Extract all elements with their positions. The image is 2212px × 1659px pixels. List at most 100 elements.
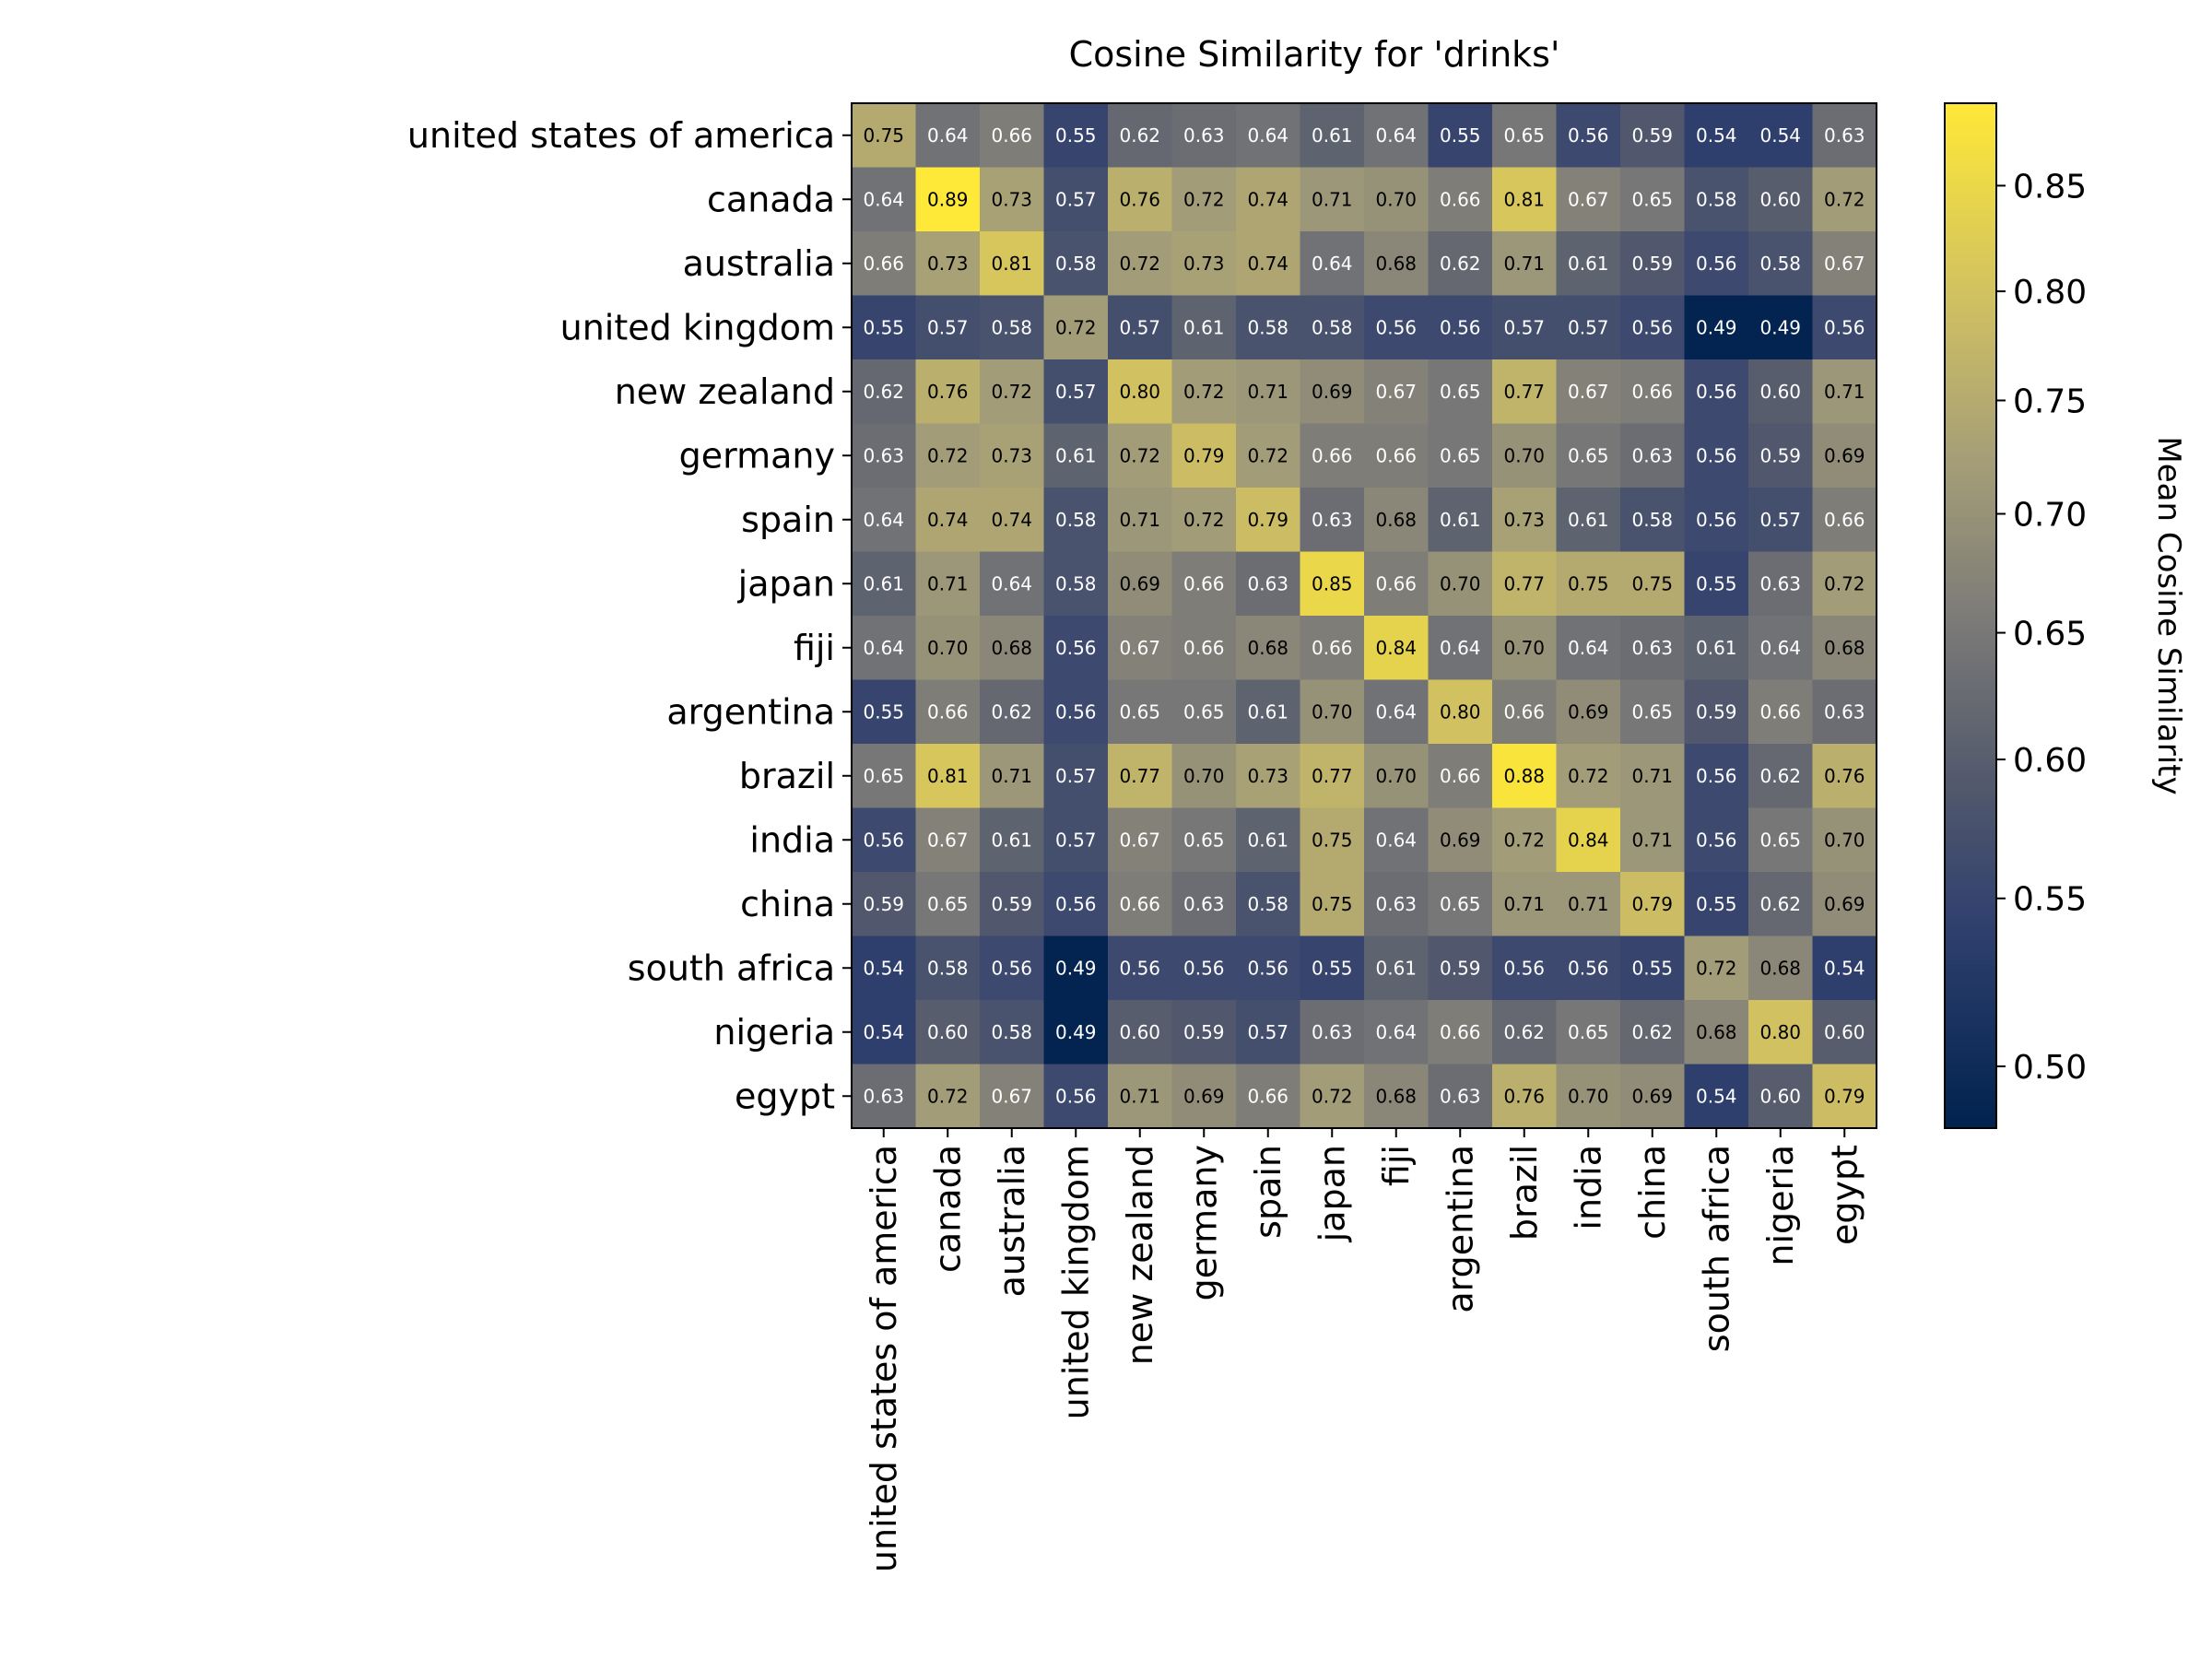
colorbar-segment xyxy=(1945,494,1996,500)
heatmap-cell-label: 0.56 xyxy=(1696,509,1737,531)
colorbar-segment xyxy=(1945,802,1996,808)
colorbar-segment xyxy=(1945,276,1996,282)
colorbar-segment xyxy=(1945,913,1996,920)
heatmap-cell-label: 0.64 xyxy=(1759,637,1801,659)
heatmap-cell xyxy=(1300,551,1365,617)
colorbar-segment xyxy=(1945,1095,1996,1101)
heatmap-cell xyxy=(1043,167,1109,232)
heatmap-cell-label: 0.65 xyxy=(1440,893,1481,915)
colorbar-segment xyxy=(1945,806,1996,813)
heatmap-cell-label: 0.63 xyxy=(1312,509,1353,531)
colorbar-segment xyxy=(1945,489,1996,496)
heatmap-cell xyxy=(1812,744,1877,809)
heatmap-cell-label: 0.63 xyxy=(1631,637,1673,659)
heatmap-cell xyxy=(1364,488,1430,553)
heatmap-cell xyxy=(852,231,917,297)
heatmap-cell-label: 0.63 xyxy=(1759,572,1801,594)
heatmap-cell-label: 0.66 xyxy=(1440,188,1481,210)
colorbar-segment xyxy=(1945,261,1996,267)
heatmap-cell xyxy=(1556,744,1621,809)
heatmap-cell-label: 0.72 xyxy=(991,381,1032,403)
heatmap-cell-label: 0.60 xyxy=(1759,1085,1801,1107)
heatmap-cell-label: 0.60 xyxy=(1824,1021,1865,1043)
heatmap-cell xyxy=(1556,167,1621,232)
heatmap-cell xyxy=(1236,1000,1301,1065)
colorbar-segment xyxy=(1945,345,1996,351)
colorbar-segment xyxy=(1945,550,1996,557)
heatmap-cell-label: 0.61 xyxy=(1055,444,1097,466)
heatmap-cell xyxy=(1171,1000,1237,1065)
colorbar-segment xyxy=(1945,159,1996,165)
heatmap-cell-label: 0.72 xyxy=(1312,1085,1353,1107)
heatmap-cell xyxy=(1428,359,1493,425)
heatmap-cell-label: 0.65 xyxy=(1440,381,1481,403)
colorbar-segment xyxy=(1945,546,1996,552)
heatmap-cell-label: 0.56 xyxy=(1055,1085,1097,1107)
heatmap-cell xyxy=(1364,423,1430,488)
heatmap-cell xyxy=(1428,423,1493,488)
heatmap-cell-label: 0.73 xyxy=(991,444,1032,466)
colorbar-segment xyxy=(1945,522,1996,528)
colorbar-segment xyxy=(1945,154,1996,160)
colorbar-segment xyxy=(1945,163,1996,170)
heatmap-cell xyxy=(1171,359,1237,425)
heatmap-cell-label: 0.71 xyxy=(1312,188,1353,210)
colorbar-segment xyxy=(1945,503,1996,510)
heatmap-cell-label: 0.57 xyxy=(1568,316,1609,338)
heatmap-cell-label: 0.81 xyxy=(1503,188,1545,210)
heatmap-cell xyxy=(1171,231,1237,297)
heatmap-cell-label: 0.67 xyxy=(991,1085,1032,1107)
heatmap-cell xyxy=(1300,167,1365,232)
heatmap-cell-label: 0.69 xyxy=(1568,700,1609,723)
x-tick-label: nigeria xyxy=(1760,1145,1801,1266)
heatmap-cell-label: 0.62 xyxy=(1759,893,1801,915)
colorbar-segment xyxy=(1945,280,1996,287)
heatmap-cell xyxy=(1492,551,1558,617)
heatmap-cell xyxy=(1428,744,1493,809)
heatmap-cell xyxy=(1748,231,1814,297)
heatmap-cell-label: 0.57 xyxy=(1503,316,1545,338)
colorbar-segment xyxy=(1945,881,1996,888)
heatmap-cell xyxy=(1556,679,1621,745)
heatmap-cell-label: 0.61 xyxy=(1440,509,1481,531)
heatmap-cell xyxy=(852,807,917,873)
heatmap-cell xyxy=(1236,359,1301,425)
heatmap-cell xyxy=(1428,872,1493,937)
heatmap-cell xyxy=(1556,616,1621,681)
colorbar-segment xyxy=(1945,387,1996,394)
colorbar-segment xyxy=(1945,872,1996,878)
heatmap-cell xyxy=(1171,1064,1237,1129)
heatmap-cell-label: 0.70 xyxy=(1824,829,1865,851)
heatmap-cell xyxy=(1684,935,1749,1001)
heatmap-cell xyxy=(1300,488,1365,553)
heatmap-cell xyxy=(980,231,1045,297)
heatmap-cell-label: 0.72 xyxy=(1247,444,1288,466)
heatmap-cell xyxy=(1492,935,1558,1001)
heatmap-cell-label: 0.66 xyxy=(927,700,969,723)
heatmap-cell xyxy=(1300,1064,1365,1129)
heatmap-cell-label: 0.63 xyxy=(1375,893,1417,915)
heatmap-cell xyxy=(980,295,1045,360)
heatmap-cell xyxy=(1620,935,1686,1001)
heatmap-cell-label: 0.58 xyxy=(991,316,1032,338)
colorbar-segment xyxy=(1945,974,1996,981)
heatmap-cell-label: 0.56 xyxy=(1119,957,1160,979)
heatmap-cell-label: 0.66 xyxy=(1759,700,1801,723)
heatmap-cell-label: 0.70 xyxy=(1375,188,1417,210)
heatmap-cell xyxy=(980,679,1045,745)
heatmap-cell xyxy=(1236,616,1301,681)
colorbar-segment xyxy=(1945,782,1996,790)
colorbar-segment xyxy=(1945,578,1996,584)
colorbar-tick-label: 0.75 xyxy=(2013,382,2087,420)
colorbar-segment xyxy=(1945,317,1996,324)
heatmap-cell-label: 0.69 xyxy=(1824,444,1865,466)
heatmap-cell-label: 0.58 xyxy=(1055,509,1097,531)
heatmap-cell-label: 0.69 xyxy=(1631,1085,1673,1107)
heatmap-cell xyxy=(1428,616,1493,681)
heatmap-cell xyxy=(1043,872,1109,937)
colorbar-segment xyxy=(1945,900,1996,906)
heatmap-cell xyxy=(1684,488,1749,553)
colorbar-segment xyxy=(1945,1113,1996,1120)
colorbar-segment xyxy=(1945,140,1996,147)
heatmap-cell-label: 0.81 xyxy=(991,253,1032,275)
